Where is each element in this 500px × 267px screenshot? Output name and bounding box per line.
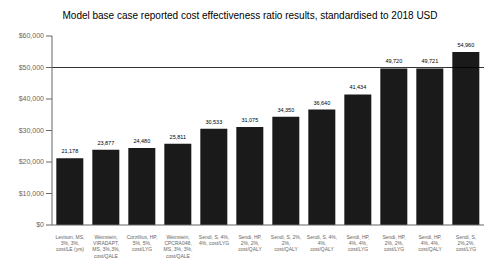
svg-text:41,434: 41,434 [349,84,366,90]
svg-text:23,877: 23,877 [97,140,114,146]
svg-text:31,075: 31,075 [241,117,258,123]
svg-text:49,721: 49,721 [421,58,438,64]
svg-text:54,960: 54,960 [457,42,474,48]
svg-text:21,178: 21,178 [61,148,78,154]
svg-text:Sendi, HP,4%, 4%,cost/LYG: Sendi, HP,4%, 4%,cost/LYG [346,234,369,252]
svg-text:30,533: 30,533 [205,119,222,125]
svg-text:Weinstein,CPCRA048,MS, 3%, 3%,: Weinstein,CPCRA048,MS, 3%, 3%,cost/QALE [164,234,193,259]
html-text:Model base case reported cost: Model base case reported cost effectiven… [62,10,438,21]
svg-text:Levison, MS,3%, 3%,cost/LE (yr: Levison, MS,3%, 3%,cost/LE (yrs) [56,234,85,252]
svg-text:Weinstein,VIRADAPT,MS, 3%,3%,c: Weinstein,VIRADAPT,MS, 3%,3%,cost/QALE [92,234,120,259]
svg-text:36,640: 36,640 [313,100,330,106]
svg-text:24,480: 24,480 [133,138,150,144]
svg-text:Sendi, S, 4%,4%,cost/QALY: Sendi, S, 4%,4%,cost/QALY [307,234,337,252]
svg-text:Corzillius, HP,5%, 5%,cost/LYG: Corzillius, HP,5%, 5%,cost/LYG [127,234,158,252]
svg-text:34,350: 34,350 [277,107,294,113]
svg-text:$0: $0 [36,221,44,228]
svg-text:$20,000: $20,000 [19,158,44,165]
svg-text:$50,000: $50,000 [19,64,44,71]
svg-text:Sendi, HP,4%, 4%,cost/QALY: Sendi, HP,4%, 4%,cost/QALY [418,234,442,252]
svg-text:Sendi, S, 2%,2%,cost/QALY: Sendi, S, 2%,2%,cost/QALY [271,234,301,252]
svg-text:$10,000: $10,000 [19,190,44,197]
svg-text:25,811: 25,811 [170,134,186,140]
svg-text:Sendi, HP,2%, 2%,cost/LYG: Sendi, HP,2%, 2%,cost/LYG [382,234,405,252]
svg-text:49,720: 49,720 [385,58,402,64]
svg-text:$60,000: $60,000 [19,32,44,39]
svg-text:$30,000: $30,000 [19,127,44,134]
svg-text:Sendi, S,2%,2%,cost/LYG: Sendi, S,2%,2%,cost/LYG [456,234,476,252]
svg-text:Sendi, HP,2%, 2%,cost/QALY: Sendi, HP,2%, 2%,cost/QALY [238,234,262,252]
svg-text:$40,000: $40,000 [19,95,44,102]
svg-text:Sendi, S, 4%,4%, cost/LYG: Sendi, S, 4%,4%, cost/LYG [199,234,229,246]
